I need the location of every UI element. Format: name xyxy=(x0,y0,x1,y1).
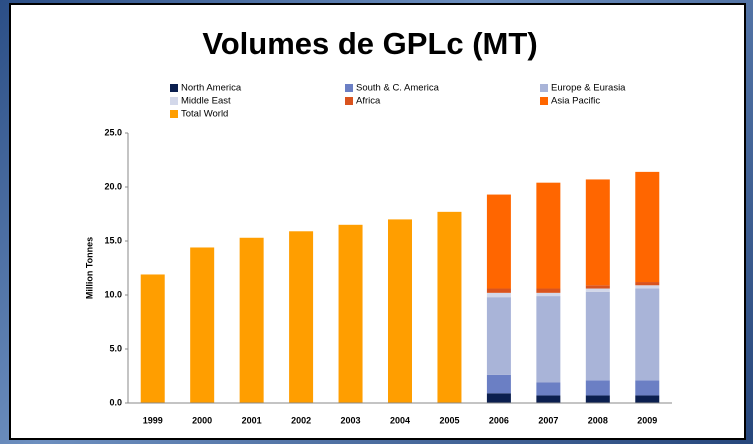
bar-segment xyxy=(635,171,660,283)
bar-segment xyxy=(536,296,561,383)
legend-label: Europe & Eurasia xyxy=(551,83,626,94)
y-axis-label: Million Tonnes xyxy=(84,237,94,299)
legend-swatch xyxy=(170,110,178,118)
bar-segment xyxy=(635,288,660,381)
y-tick-label: 25.0 xyxy=(104,127,122,137)
legend-label: Middle East xyxy=(181,96,231,107)
x-tick-label: 2001 xyxy=(242,415,262,425)
x-tick-label: 2004 xyxy=(390,415,410,425)
bar-segment xyxy=(140,274,165,403)
bar-segment xyxy=(239,237,264,403)
x-tick-label: 2000 xyxy=(192,415,212,425)
y-tick-label: 20.0 xyxy=(104,181,122,191)
bar-segment xyxy=(486,297,511,375)
x-tick-label: 2009 xyxy=(637,415,657,425)
y-tick-label: 10.0 xyxy=(104,289,122,299)
bar-segment xyxy=(338,224,363,403)
bar-segment xyxy=(585,288,610,292)
bar-segment xyxy=(486,194,511,289)
legend-label: Asia Pacific xyxy=(551,96,600,107)
y-tick-label: 5.0 xyxy=(109,343,122,353)
bar-segment xyxy=(536,292,561,297)
bar-segment xyxy=(486,374,511,394)
bar-segment xyxy=(486,288,511,293)
bar-segment xyxy=(635,380,660,396)
bar-segment xyxy=(388,219,412,403)
legend-swatch xyxy=(540,84,548,92)
legend-label: Africa xyxy=(356,96,381,107)
y-tick-label: 15.0 xyxy=(104,235,122,245)
bar-segment xyxy=(486,393,511,403)
legend-swatch xyxy=(345,97,353,105)
bar-segment xyxy=(585,395,610,403)
bar-segment xyxy=(585,380,610,396)
legend-label: North America xyxy=(181,83,242,94)
bar-segment xyxy=(585,179,610,286)
chart-frame xyxy=(9,3,746,440)
bar-segment xyxy=(585,291,610,381)
legend-label: South & C. America xyxy=(356,83,440,94)
x-tick-label: 2002 xyxy=(291,415,311,425)
bar-segment xyxy=(289,231,314,403)
bar-segment xyxy=(536,182,561,289)
legend-swatch xyxy=(345,84,353,92)
bar-segment xyxy=(585,285,610,289)
x-tick-label: 2008 xyxy=(588,415,608,425)
legend-swatch xyxy=(170,97,178,105)
chart-title: Volumes de GPLc (MT) xyxy=(202,26,537,61)
bar-segment xyxy=(635,395,660,403)
bar-segment xyxy=(635,285,660,289)
legend-swatch xyxy=(540,97,548,105)
x-tick-label: 2006 xyxy=(489,415,509,425)
legend-label: Total World xyxy=(181,109,228,120)
x-tick-label: 1999 xyxy=(143,415,163,425)
bar-segment xyxy=(536,395,561,403)
bar-segment xyxy=(536,382,561,396)
x-tick-label: 2005 xyxy=(439,415,459,425)
y-tick-label: 0.0 xyxy=(109,397,122,407)
x-tick-label: 2007 xyxy=(538,415,558,425)
bar-segment xyxy=(635,282,660,286)
x-tick-label: 2003 xyxy=(341,415,361,425)
legend-swatch xyxy=(170,84,178,92)
bar-segment xyxy=(437,211,462,403)
bar-segment xyxy=(536,288,561,293)
bar-segment xyxy=(486,292,511,298)
bar-segment xyxy=(190,247,215,403)
